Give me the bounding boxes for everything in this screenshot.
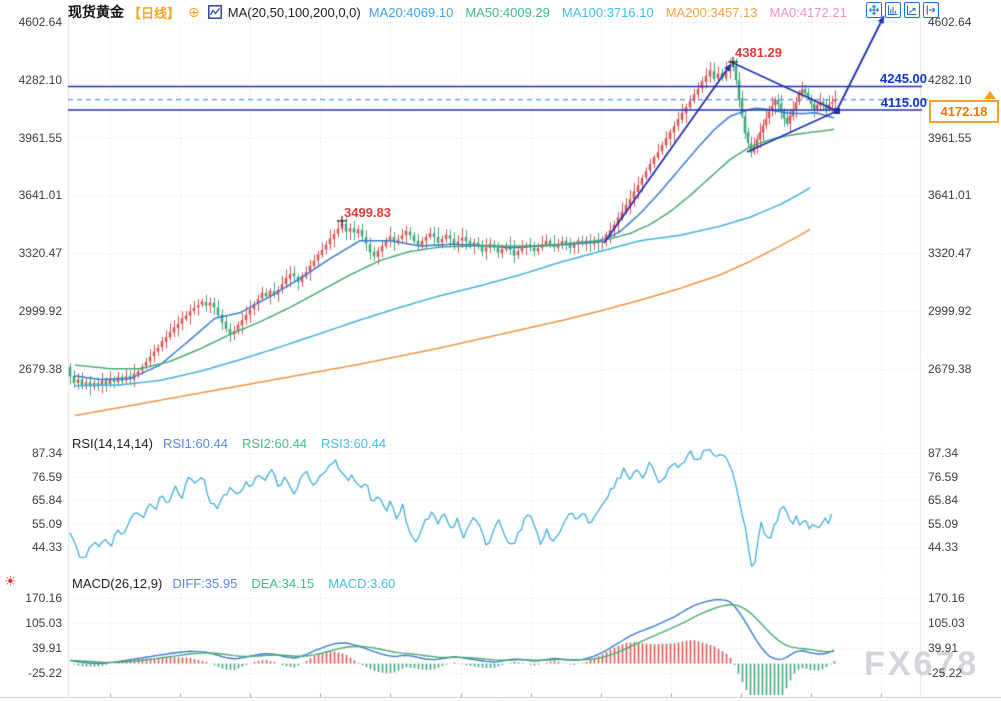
ma-value: MA100:3716.10 (561, 4, 654, 20)
axis-tick-label: 55.09 (928, 516, 959, 531)
axis-tick-label: 3641.01 (18, 188, 62, 203)
macd-value: DIFF:35.95 (172, 576, 238, 591)
axis-tick-label: 44.33 (31, 540, 62, 554)
axis-tick-label: 44.33 (928, 540, 959, 554)
rsi-value: RSI3:60.44 (321, 436, 387, 451)
hline-label-4115[interactable]: 4115.00 (880, 95, 927, 110)
current-price-box: 4172.18 (929, 100, 999, 123)
axis-tick-label: 55.09 (31, 516, 62, 531)
chart-type-icon[interactable] (207, 5, 222, 19)
axis-tick-label: 2999.92 (928, 304, 972, 318)
macd-values-row: DIFF:35.95 DEA:34.15 MACD:3.60 (172, 576, 395, 591)
watermark: FX678 (864, 645, 980, 683)
axis-tick-label: 4602.64 (928, 15, 972, 29)
annotation-mid: 3499.83 (344, 205, 391, 220)
axis-tick-label: 2679.38 (928, 361, 972, 376)
ma-value: MA50:4009.29 (465, 4, 550, 20)
annotation-high: 4381.29 (735, 45, 782, 60)
macd-value: MACD:3.60 (328, 576, 396, 591)
axis-tick-label: 65.84 (31, 493, 62, 507)
axis-scale-icon[interactable] (904, 2, 920, 18)
axis-tick-label: 3320.47 (928, 246, 972, 261)
macd-value: DEA:34.15 (251, 576, 315, 591)
axis-tick-label: 170.16 (928, 591, 965, 605)
macd-title: MACD(26,12,9) (72, 576, 163, 591)
rsi-value: RSI2:60.44 (241, 436, 308, 451)
axis-tick-label: 2679.38 (18, 361, 62, 376)
axis-tick-label: 65.84 (928, 493, 959, 507)
ma-values-row: MA20:4069.10 MA50:4009.29 MA100:3716.10 MA2… (369, 5, 847, 20)
pan-exit-icon[interactable] (923, 2, 939, 18)
axis-tick-label: 39.91 (31, 641, 62, 655)
period-selector[interactable]: 【日线】 (128, 5, 181, 21)
macd-header: MACD(26,12,9) DIFF:35.95 DEA:34.15 MACD:3.… (72, 576, 395, 591)
symbol-title: 现货黄金 (68, 4, 124, 20)
axis-tick-label: 87.34 (928, 446, 959, 460)
rsi-header: RSI(14,14,14) RSI1:60.44 RSI2:60.44 RSI3:6… (72, 436, 386, 451)
chart-header: 现货黄金 【日线】 ⊕ MA(20,50,100,200,0,0) MA20:4… (68, 2, 847, 22)
chart-toolbar (866, 2, 939, 18)
axis-tick-label: 3961.55 (928, 130, 972, 145)
axis-tick-label: 4602.64 (18, 15, 62, 29)
ma-params-label: MA(20,50,100,200,0,0) (227, 4, 361, 20)
ma-value: MA0:4172.21 (769, 4, 847, 20)
axis-tick-label: -25.22 (27, 666, 62, 680)
ma-value: MA200:3457.13 (665, 4, 758, 20)
axis-tick-label: 3641.01 (928, 188, 972, 203)
axis-tick-label: 76.59 (31, 469, 62, 484)
axis-tick-label: 2999.92 (18, 304, 62, 318)
indicator-settings-icon[interactable]: ☀ (4, 573, 17, 589)
axis-tick-label: 4282.10 (928, 72, 972, 87)
move-icon[interactable] (866, 2, 882, 18)
axis-tick-label: 105.03 (25, 616, 62, 630)
rsi-values-row: RSI1:60.44 RSI2:60.44 RSI3:60.44 (163, 436, 386, 451)
rsi-title: RSI(14,14,14) (72, 436, 153, 451)
axis-tick-label: 105.03 (928, 616, 965, 630)
hline-label-4245[interactable]: 4245.00 (880, 71, 927, 86)
axis-tick-label: 3961.55 (18, 130, 62, 145)
ma-value: MA20:4069.10 (368, 4, 454, 20)
axis-tick-label: -25.22 (928, 666, 963, 680)
axis-tick-label: 87.34 (31, 446, 62, 460)
add-indicator-icon[interactable]: ⊕ (188, 3, 200, 20)
axis-tick-label: 76.59 (928, 469, 959, 484)
axis-zoom-icon[interactable] (885, 2, 901, 18)
price-up-triangle-icon (984, 91, 996, 99)
axis-tick-label: 170.16 (25, 591, 62, 605)
rsi-value: RSI1:60.44 (162, 436, 228, 451)
axis-tick-label: 3320.47 (18, 246, 62, 261)
axis-tick-label: 39.91 (928, 641, 959, 655)
axis-tick-label: 4282.10 (18, 72, 62, 87)
